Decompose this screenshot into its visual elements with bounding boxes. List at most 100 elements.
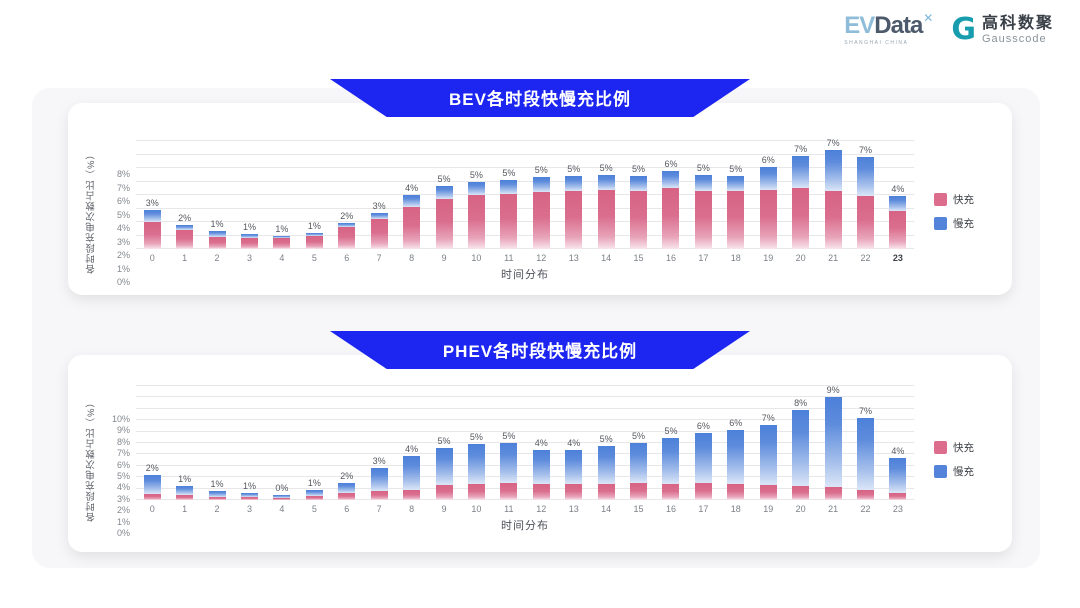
bar-segment-fast-charge[interactable] xyxy=(694,190,712,249)
bar-segment-slow-charge[interactable] xyxy=(143,474,161,495)
bar-segment-fast-charge[interactable] xyxy=(370,490,388,500)
bar-segment-slow-charge[interactable] xyxy=(273,236,291,238)
bar-segment-fast-charge[interactable] xyxy=(467,484,485,500)
bar-segment-fast-charge[interactable] xyxy=(500,482,518,500)
bar-segment-fast-charge[interactable] xyxy=(273,497,291,500)
bar-segment-slow-charge[interactable] xyxy=(727,430,745,485)
bar-segment-fast-charge[interactable] xyxy=(662,188,680,249)
bar-segment-slow-charge[interactable] xyxy=(565,449,583,485)
bar-segment-slow-charge[interactable] xyxy=(500,443,518,483)
bar-segment-slow-charge[interactable] xyxy=(240,492,258,497)
stacked-bar[interactable] xyxy=(727,176,745,249)
stacked-bar[interactable] xyxy=(467,444,485,500)
bar-segment-slow-charge[interactable] xyxy=(403,195,421,208)
stacked-bar[interactable] xyxy=(305,232,323,249)
bar-segment-slow-charge[interactable] xyxy=(662,438,680,485)
bar-segment-fast-charge[interactable] xyxy=(208,496,226,500)
stacked-bar[interactable] xyxy=(403,195,421,249)
bar-segment-slow-charge[interactable] xyxy=(532,449,550,485)
stacked-bar[interactable] xyxy=(565,449,583,500)
stacked-bar[interactable] xyxy=(176,486,194,500)
bar-segment-fast-charge[interactable] xyxy=(694,482,712,500)
bar-segment-fast-charge[interactable] xyxy=(824,190,842,249)
stacked-bar[interactable] xyxy=(500,443,518,500)
stacked-bar[interactable] xyxy=(240,492,258,500)
bar-segment-slow-charge[interactable] xyxy=(565,176,583,191)
bar-segment-fast-charge[interactable] xyxy=(889,211,907,249)
bar-segment-fast-charge[interactable] xyxy=(176,230,194,249)
stacked-bar[interactable] xyxy=(792,409,810,500)
bar-segment-slow-charge[interactable] xyxy=(824,397,842,488)
bar-segment-fast-charge[interactable] xyxy=(305,496,323,500)
stacked-bar[interactable] xyxy=(662,170,680,249)
bar-segment-slow-charge[interactable] xyxy=(208,490,226,497)
bar-segment-slow-charge[interactable] xyxy=(662,170,680,189)
bar-segment-fast-charge[interactable] xyxy=(435,199,453,249)
stacked-bar[interactable] xyxy=(143,474,161,500)
stacked-bar[interactable] xyxy=(176,224,194,249)
stacked-bar[interactable] xyxy=(759,166,777,249)
stacked-bar[interactable] xyxy=(824,397,842,500)
bar-segment-slow-charge[interactable] xyxy=(435,447,453,486)
bar-segment-fast-charge[interactable] xyxy=(759,485,777,500)
stacked-bar[interactable] xyxy=(759,424,777,500)
bar-segment-fast-charge[interactable] xyxy=(403,489,421,500)
stacked-bar[interactable] xyxy=(338,482,356,500)
stacked-bar[interactable] xyxy=(889,457,907,500)
stacked-bar[interactable] xyxy=(597,174,615,249)
bar-segment-slow-charge[interactable] xyxy=(467,181,485,195)
stacked-bar[interactable] xyxy=(273,494,291,500)
stacked-bar[interactable] xyxy=(694,174,712,249)
bar-segment-slow-charge[interactable] xyxy=(500,180,518,194)
bar-segment-fast-charge[interactable] xyxy=(435,485,453,500)
bar-segment-slow-charge[interactable] xyxy=(856,417,874,490)
stacked-bar[interactable] xyxy=(856,157,874,249)
stacked-bar[interactable] xyxy=(403,455,421,500)
stacked-bar[interactable] xyxy=(662,438,680,500)
stacked-bar[interactable] xyxy=(273,236,291,249)
bar-segment-slow-charge[interactable] xyxy=(143,209,161,222)
bar-segment-slow-charge[interactable] xyxy=(694,432,712,483)
bar-segment-slow-charge[interactable] xyxy=(694,174,712,191)
stacked-bar[interactable] xyxy=(727,430,745,500)
bar-segment-fast-charge[interactable] xyxy=(792,188,810,249)
stacked-bar[interactable] xyxy=(240,234,258,249)
legend-item-fast-charge[interactable]: 快充 xyxy=(934,192,1006,207)
bar-segment-fast-charge[interactable] xyxy=(889,493,907,500)
bar-segment-fast-charge[interactable] xyxy=(305,235,323,249)
bar-segment-slow-charge[interactable] xyxy=(338,223,356,228)
bar-segment-slow-charge[interactable] xyxy=(630,443,648,483)
bar-segment-fast-charge[interactable] xyxy=(792,486,810,500)
bar-segment-fast-charge[interactable] xyxy=(727,484,745,500)
bar-segment-fast-charge[interactable] xyxy=(403,207,421,249)
bar-segment-fast-charge[interactable] xyxy=(338,493,356,500)
bar-segment-slow-charge[interactable] xyxy=(435,185,453,200)
bar-segment-fast-charge[interactable] xyxy=(176,495,194,500)
bar-segment-fast-charge[interactable] xyxy=(143,494,161,500)
bar-segment-slow-charge[interactable] xyxy=(403,455,421,490)
bar-segment-slow-charge[interactable] xyxy=(467,444,485,485)
bar-segment-slow-charge[interactable] xyxy=(889,457,907,494)
stacked-bar[interactable] xyxy=(500,180,518,249)
stacked-bar[interactable] xyxy=(208,490,226,500)
bar-segment-slow-charge[interactable] xyxy=(305,490,323,497)
stacked-bar[interactable] xyxy=(532,177,550,249)
stacked-bar[interactable] xyxy=(435,185,453,249)
bar-segment-slow-charge[interactable] xyxy=(208,231,226,237)
bar-segment-fast-charge[interactable] xyxy=(370,219,388,249)
bar-segment-slow-charge[interactable] xyxy=(273,494,291,498)
stacked-bar[interactable] xyxy=(856,417,874,500)
bar-segment-fast-charge[interactable] xyxy=(662,484,680,500)
bar-segment-slow-charge[interactable] xyxy=(338,482,356,494)
bar-segment-fast-charge[interactable] xyxy=(597,484,615,500)
bar-segment-fast-charge[interactable] xyxy=(759,189,777,249)
bar-segment-slow-charge[interactable] xyxy=(727,176,745,191)
bar-segment-slow-charge[interactable] xyxy=(370,212,388,220)
bar-segment-slow-charge[interactable] xyxy=(370,468,388,491)
bar-segment-slow-charge[interactable] xyxy=(824,150,842,191)
bar-segment-slow-charge[interactable] xyxy=(240,234,258,238)
bar-segment-fast-charge[interactable] xyxy=(727,190,745,249)
bar-segment-slow-charge[interactable] xyxy=(759,424,777,486)
bar-segment-fast-charge[interactable] xyxy=(856,489,874,500)
stacked-bar[interactable] xyxy=(630,176,648,249)
